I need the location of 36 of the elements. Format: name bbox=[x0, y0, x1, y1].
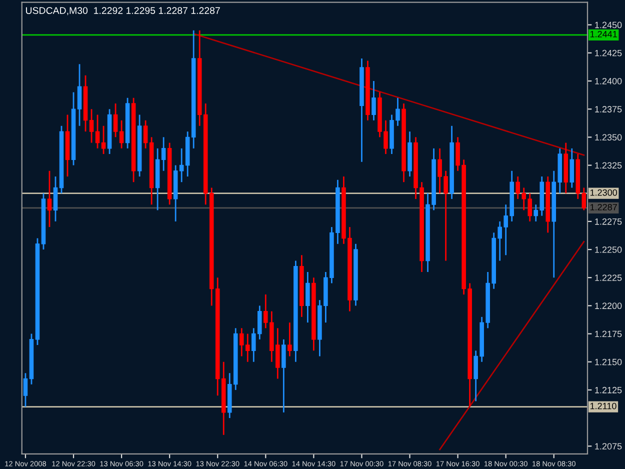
y-tick-label: 1.2200 bbox=[595, 302, 622, 310]
y-tick-label: 1.2450 bbox=[595, 22, 622, 28]
y-tick-label: 1.2250 bbox=[595, 246, 622, 253]
y-tick-label: 1.2075 bbox=[595, 443, 622, 450]
ref-line-label: 1.2300 bbox=[590, 189, 618, 196]
y-tick-label: 1.2425 bbox=[595, 50, 622, 56]
candlestick bbox=[23, 372, 28, 408]
candlestick bbox=[306, 271, 310, 324]
candlestick bbox=[77, 63, 82, 127]
candlestick bbox=[143, 120, 148, 150]
candlestick bbox=[288, 322, 292, 357]
y-tick-label: 1.2225 bbox=[595, 274, 622, 281]
ref-line-label: 1.2441 bbox=[590, 30, 617, 38]
y-tick-label: 1.2350 bbox=[595, 134, 622, 141]
chart-title: USDCAD,M30 1.2292 1.2295 1.2287 1.2287 bbox=[26, 7, 220, 16]
candlestick bbox=[53, 176, 58, 222]
candlestick bbox=[47, 170, 52, 228]
candlestick bbox=[282, 338, 286, 414]
ref-line-label: 1.2110 bbox=[590, 402, 616, 410]
y-tick-label: 1.2325 bbox=[595, 162, 622, 169]
candlestick bbox=[119, 120, 124, 150]
y-tick-label: 1.2375 bbox=[595, 106, 622, 112]
candlestick bbox=[570, 148, 574, 188]
candlestick bbox=[372, 80, 376, 122]
candlestick bbox=[89, 108, 94, 144]
candlestick bbox=[161, 136, 166, 172]
y-tick-label: 1.2400 bbox=[595, 78, 622, 84]
candlestick bbox=[113, 102, 118, 138]
y-tick-label: 1.2125 bbox=[595, 386, 622, 394]
ref-line-label: 1.2287 bbox=[590, 204, 617, 210]
candlestick bbox=[101, 125, 106, 155]
y-tick-label: 1.2275 bbox=[595, 218, 622, 225]
candlestick bbox=[95, 114, 100, 150]
y-tick-label: 1.2150 bbox=[595, 358, 622, 366]
y-tick-label: 1.2175 bbox=[595, 330, 622, 338]
candlestick bbox=[179, 148, 184, 183]
